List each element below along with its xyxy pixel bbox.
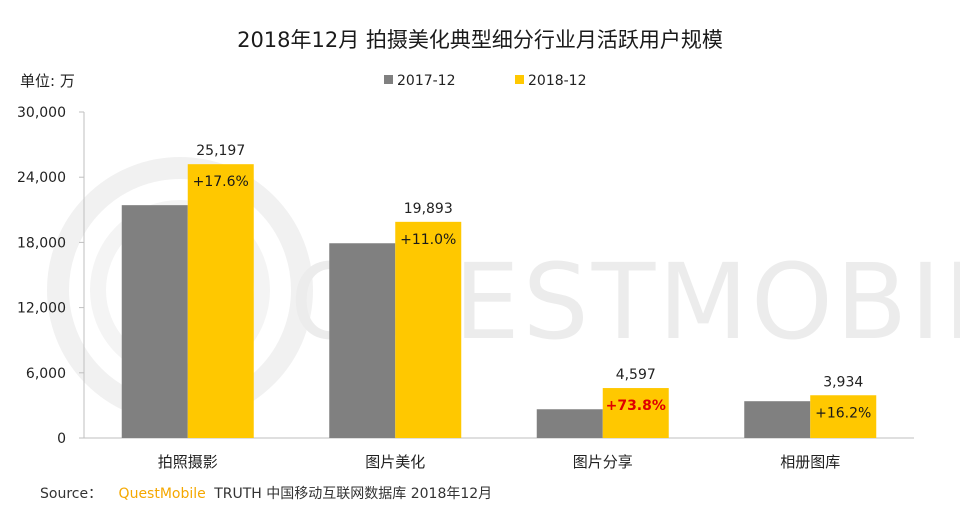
legend: 2017-12 2018-12 — [384, 73, 587, 89]
category-label: 图片美化 — [365, 453, 425, 471]
growth-label: +17.6% — [193, 174, 249, 190]
legend-label-2018: 2018-12 — [528, 73, 587, 89]
legend-swatch-2018 — [515, 75, 524, 84]
category-label: 相册图库 — [780, 453, 840, 471]
y-axis: 0 6,000 12,000 18,000 24,000 30,000 — [17, 105, 84, 447]
unit-label: 单位: 万 — [20, 72, 75, 90]
category-label: 拍照摄影 — [158, 453, 218, 471]
legend-label-2017: 2017-12 — [397, 73, 456, 89]
bar-2017-0 — [121, 205, 188, 438]
category-labels: 拍照摄影 图片美化 图片分享 相册图库 — [158, 453, 841, 471]
growth-label: +11.0% — [400, 232, 456, 248]
y-tick-label: 18,000 — [17, 235, 66, 251]
source-line: Source： QuestMobile TRUTH 中国移动互联网数据库 201… — [40, 486, 492, 502]
bar-2017-1 — [329, 243, 396, 438]
bar-2018-1 — [395, 221, 462, 438]
bar-2018-2 — [602, 388, 669, 438]
value-label: 4,597 — [616, 367, 656, 383]
bars: 25,197 +17.6% 19,893 +11.0% 4,597 +73.8% 3,934… — [121, 143, 877, 438]
y-tick-label: 24,000 — [17, 170, 66, 186]
source-prefix: Source： — [40, 486, 102, 502]
value-label: 3,934 — [823, 374, 863, 390]
value-label: 19,893 — [404, 201, 453, 217]
y-tick-label: 6,000 — [26, 366, 66, 382]
source-brand: QuestMobile — [119, 486, 206, 502]
growth-label: +16.2% — [815, 405, 871, 421]
bar-2017-3 — [744, 401, 811, 438]
source-rest: TRUTH 中国移动互联网数据库 2018年12月 — [213, 486, 492, 502]
y-tick-label: 12,000 — [17, 301, 66, 317]
bar-2018-3 — [810, 395, 877, 438]
growth-label: +73.8% — [606, 398, 666, 414]
value-label: 25,197 — [196, 143, 245, 159]
bar-2018-0 — [187, 164, 254, 438]
legend-swatch-2017 — [384, 75, 393, 84]
y-tick-label: 0 — [57, 431, 66, 447]
bar-2017-2 — [536, 409, 603, 438]
category-label: 图片分享 — [573, 453, 633, 471]
y-tick-label: 30,000 — [17, 105, 66, 121]
chart-title: 2018年12月 拍摄美化典型细分行业月活跃用户规模 — [237, 28, 723, 52]
